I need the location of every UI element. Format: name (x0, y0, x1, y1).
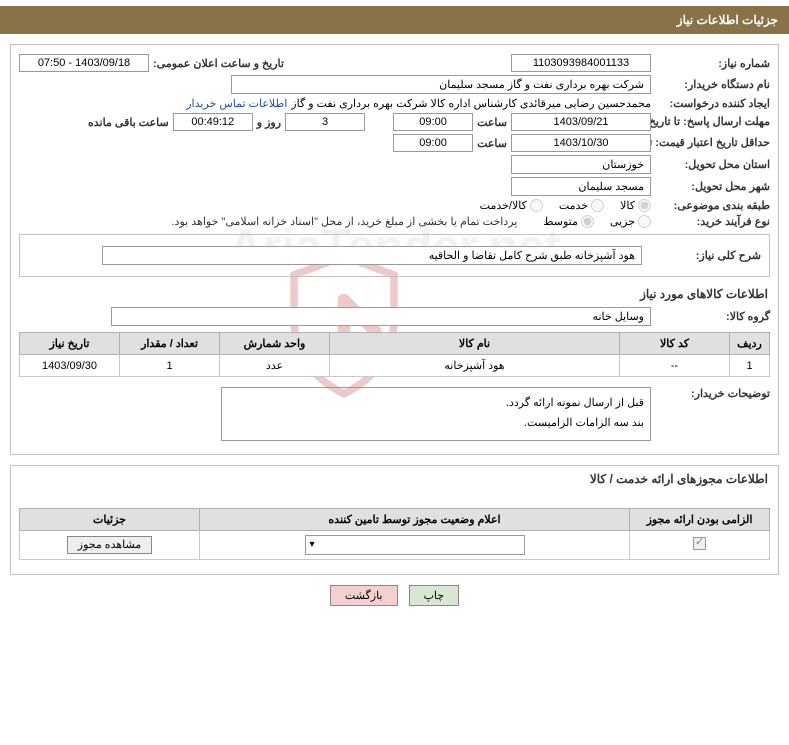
permits-panel: اطلاعات مجوزهای ارائه خدمت / کالا الزامی… (10, 465, 779, 575)
need-details-panel: شماره نیاز: 1103093984001133 تاریخ و ساع… (10, 44, 779, 455)
page-title: جزئیات اطلاعات نیاز (677, 13, 778, 27)
th-qty: تعداد / مقدار (120, 333, 220, 355)
price-valid-label: حداقل تاریخ اعتبار قیمت: تا تاریخ: (655, 136, 770, 150)
need-number-field: 1103093984001133 (511, 54, 651, 72)
price-valid-time-field: 09:00 (393, 134, 473, 152)
view-permit-button[interactable]: مشاهده مجوز (67, 536, 152, 554)
buyer-notes-line2: بند سه الزامات الزامیست. (228, 414, 644, 434)
th-unit: واحد شمارش (220, 333, 330, 355)
payment-note: پرداخت تمام یا بخشی از مبلغ خرید، از محل… (172, 215, 518, 228)
table-row: 1 -- هود آشپزخانه عدد 1 1403/09/30 (20, 355, 770, 377)
print-button[interactable]: چاپ (409, 585, 460, 606)
overall-desc-box: شرح کلی نیاز: هود آشپزخانه طبق شرح کامل … (19, 234, 770, 277)
pt-partial-radio[interactable] (638, 215, 651, 228)
goods-section-title: اطلاعات کالاهای مورد نیاز (21, 287, 768, 301)
category-goods-label: کالا (620, 199, 635, 212)
province-field: خوزستان (511, 155, 651, 174)
need-number-label: شماره نیاز: (655, 57, 770, 70)
action-buttons: چاپ بازگشت (0, 585, 789, 606)
purchase-type-label: نوع فرآیند خرید: (655, 215, 770, 228)
cell-date: 1403/09/30 (20, 355, 120, 377)
category-both-radio[interactable] (530, 199, 543, 212)
overall-desc-field: هود آشپزخانه طبق شرح کامل تقاضا و الحاقی… (102, 246, 642, 265)
th-details: جزئیات (20, 508, 200, 530)
response-date-field: 1403/09/21 (511, 113, 651, 131)
remain-label: ساعت باقی مانده (88, 116, 169, 129)
cell-unit: عدد (220, 355, 330, 377)
goods-table: ردیف کد کالا نام کالا واحد شمارش تعداد /… (19, 332, 770, 377)
category-goods-radio[interactable] (638, 199, 651, 212)
goods-group-label: گروه کالا: (655, 310, 770, 323)
announce-field: 1403/09/18 - 07:50 (19, 54, 149, 72)
th-mandatory: الزامی بودن ارائه مجوز (630, 508, 770, 530)
th-code: کد کالا (620, 333, 730, 355)
mandatory-checkbox (693, 537, 706, 550)
category-both-label: کالا/خدمت (480, 199, 527, 212)
time-remaining-field: 00:49:12 (173, 113, 253, 131)
category-label: طبقه بندی موضوعی: (655, 199, 770, 212)
buyer-notes-line1: قبل از ارسال نمونه ارائه گردد. (228, 394, 644, 414)
time-label-1: ساعت (477, 116, 507, 129)
th-name: نام کالا (330, 333, 620, 355)
permits-title: اطلاعات مجوزهای ارائه خدمت / کالا (21, 472, 768, 486)
th-row: ردیف (730, 333, 770, 355)
permits-table: الزامی بودن ارائه مجوز اعلام وضعیت مجوز … (19, 508, 770, 560)
days-label: روز و (257, 116, 281, 129)
pt-medium-label: متوسط (543, 215, 578, 228)
purchase-type-radio-group: جزیی متوسط (543, 215, 651, 228)
announce-label: تاریخ و ساعت اعلان عمومی: (153, 57, 284, 70)
back-button[interactable]: بازگشت (330, 585, 398, 606)
buyer-contact-link[interactable]: اطلاعات تماس خریدار (186, 97, 287, 110)
response-deadline-label: مهلت ارسال پاسخ: تا تاریخ: (655, 115, 770, 129)
th-status: اعلام وضعیت مجوز توسط تامین کننده (200, 508, 630, 530)
buyer-notes-label: توضیحات خریدار: (655, 387, 770, 400)
permit-mandatory-cell (630, 530, 770, 559)
response-time-field: 09:00 (393, 113, 473, 131)
cell-qty: 1 (120, 355, 220, 377)
cell-name: هود آشپزخانه (330, 355, 620, 377)
buyer-notes-box: قبل از ارسال نمونه ارائه گردد. بند سه ال… (221, 387, 651, 441)
chevron-down-icon: ▾ (310, 539, 315, 550)
city-field: مسجد سلیمان (511, 177, 651, 196)
permit-status-cell: ▾ (200, 530, 630, 559)
pt-medium-radio[interactable] (581, 215, 594, 228)
permit-details-cell: مشاهده مجوز (20, 530, 200, 559)
requester-text: محمدحسین رضایی میرقائدی کارشناس اداره کا… (291, 97, 651, 110)
pt-partial-label: جزیی (610, 215, 635, 228)
goods-group-field: وسایل خانه (111, 307, 651, 326)
page-header: جزئیات اطلاعات نیاز (0, 6, 789, 34)
overall-desc-label: شرح کلی نیاز: (646, 249, 761, 262)
category-service-label: خدمت (559, 199, 588, 212)
province-label: استان محل تحویل: (655, 158, 770, 171)
time-label-2: ساعت (477, 137, 507, 150)
category-radio-group: کالا خدمت کالا/خدمت (480, 199, 651, 212)
city-label: شهر محل تحویل: (655, 180, 770, 193)
requester-label: ایجاد کننده درخواست: (655, 97, 770, 110)
status-select[interactable]: ▾ (305, 535, 525, 555)
cell-row: 1 (730, 355, 770, 377)
buyer-org-label: نام دستگاه خریدار: (655, 78, 770, 91)
category-service-radio[interactable] (591, 199, 604, 212)
buyer-org-field: شرکت بهره برداری نفت و گاز مسجد سلیمان (231, 75, 651, 94)
price-valid-date-field: 1403/10/30 (511, 134, 651, 152)
permit-row: ▾ مشاهده مجوز (20, 530, 770, 559)
days-remaining-field: 3 (285, 113, 365, 131)
th-date: تاریخ نیاز (20, 333, 120, 355)
cell-code: -- (620, 355, 730, 377)
